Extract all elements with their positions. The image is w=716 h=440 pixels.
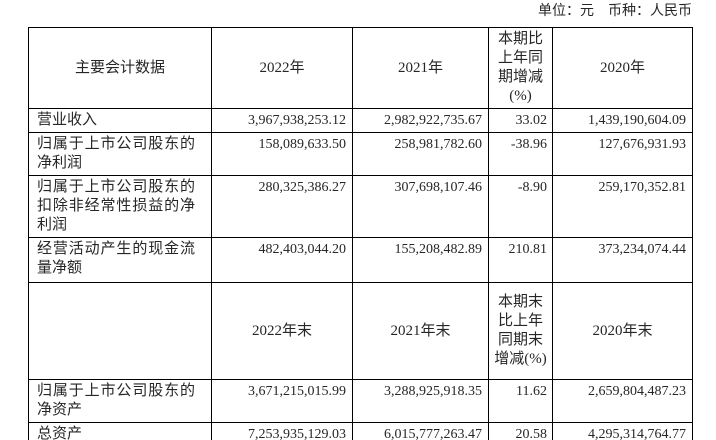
metric-label: 经营活动产生的现金流量净额 (28, 237, 212, 283)
value-2022: 158,089,633.50 (211, 132, 353, 176)
metric-label: 归属于上市公司股东的净资产 (28, 379, 212, 423)
value-2021: 307,698,107.46 (352, 175, 489, 238)
value-2021: 3,288,925,918.35 (352, 379, 489, 423)
value-2020: 127,676,931.93 (552, 132, 693, 176)
value-2022: 482,403,044.20 (211, 237, 353, 283)
value-change: 33.02 (488, 108, 553, 133)
value-2022: 3,671,215,015.99 (211, 379, 353, 423)
header-2020: 2020年 (552, 27, 693, 109)
header-change: 本期比上年同期增减(%) (488, 27, 553, 109)
value-change: 210.81 (488, 237, 553, 283)
header-2021-end: 2021年末 (352, 282, 489, 380)
metric-label: 归属于上市公司股东的扣除非经常性损益的净利润 (28, 175, 212, 238)
metric-label: 总资产 (28, 422, 212, 440)
value-2020: 1,439,190,604.09 (552, 108, 693, 133)
header-end-change: 本期末比上年同期末增减(%) (488, 282, 553, 380)
table-row-total-assets: 总资产 7,253,935,129.03 6,015,777,263.47 20… (28, 422, 693, 440)
value-change: 20.58 (488, 422, 553, 440)
value-change: -8.90 (488, 175, 553, 238)
value-2020: 259,170,352.81 (552, 175, 693, 238)
value-2020: 2,659,804,487.23 (552, 379, 693, 423)
table-row-net-profit: 归属于上市公司股东的净利润 158,089,633.50 258,981,782… (28, 132, 693, 176)
value-2022: 7,253,935,129.03 (211, 422, 353, 440)
key-financials-table: 主要会计数据 2022年 2021年 本期比上年同期增减(%) 2020年 营业… (28, 27, 693, 440)
value-2021: 6,015,777,263.47 (352, 422, 489, 440)
header-2022-end: 2022年末 (211, 282, 353, 380)
table-row-revenue: 营业收入 3,967,938,253.12 2,982,922,735.67 3… (28, 108, 693, 133)
value-2021: 258,981,782.60 (352, 132, 489, 176)
value-2021: 155,208,482.89 (352, 237, 489, 283)
value-change: 11.62 (488, 379, 553, 423)
value-2021: 2,982,922,735.67 (352, 108, 489, 133)
value-2022: 3,967,938,253.12 (211, 108, 353, 133)
header-metric: 主要会计数据 (28, 27, 212, 109)
table-row-operating-cash-flow: 经营活动产生的现金流量净额 482,403,044.20 155,208,482… (28, 237, 693, 283)
unit-currency-label: 单位：元 币种：人民币 (538, 4, 692, 19)
table-row-net-profit-deducted: 归属于上市公司股东的扣除非经常性损益的净利润 280,325,386.27 30… (28, 175, 693, 238)
header-2021: 2021年 (352, 27, 489, 109)
value-change: -38.96 (488, 132, 553, 176)
metric-label: 归属于上市公司股东的净利润 (28, 132, 212, 176)
header-2022: 2022年 (211, 27, 353, 109)
header-empty (28, 282, 212, 380)
annual-header-row: 主要会计数据 2022年 2021年 本期比上年同期增减(%) 2020年 (28, 27, 693, 109)
value-2020: 373,234,074.44 (552, 237, 693, 283)
metric-label: 营业收入 (28, 108, 212, 133)
value-2022: 280,325,386.27 (211, 175, 353, 238)
end-of-year-header-row: 2022年末 2021年末 本期末比上年同期末增减(%) 2020年末 (28, 282, 693, 380)
header-2020-end: 2020年末 (552, 282, 693, 380)
table-row-net-assets: 归属于上市公司股东的净资产 3,671,215,015.99 3,288,925… (28, 379, 693, 423)
value-2020: 4,295,314,764.77 (552, 422, 693, 440)
